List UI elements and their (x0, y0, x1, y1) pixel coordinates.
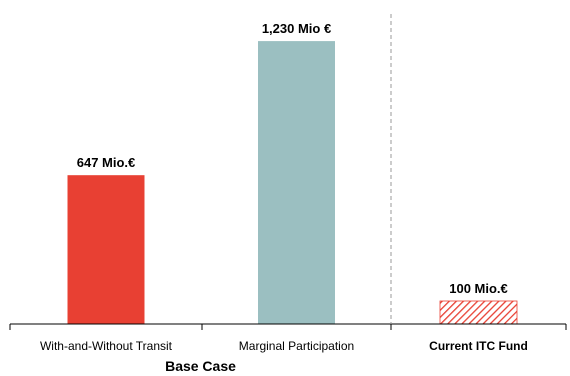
bar-3 (439, 300, 518, 325)
category-label-3: Current ITC Fund (429, 339, 528, 353)
bar-2 (258, 41, 335, 324)
value-label-3: 100 Mio.€ (449, 281, 508, 296)
group-label-base-case: Base Case (165, 358, 236, 374)
value-label-1: 647 Mio.€ (77, 155, 136, 170)
labels-layer: 647 Mio.€ 1,230 Mio € 100 Mio.€ With-and-Wi… (40, 21, 528, 374)
axis-layer (9, 14, 567, 330)
category-label-1: With-and-Without Transit (40, 339, 173, 353)
category-label-2: Marginal Participation (239, 339, 354, 353)
bar-1 (67, 175, 145, 324)
value-label-2: 1,230 Mio € (262, 21, 331, 36)
bars-layer (67, 41, 518, 325)
